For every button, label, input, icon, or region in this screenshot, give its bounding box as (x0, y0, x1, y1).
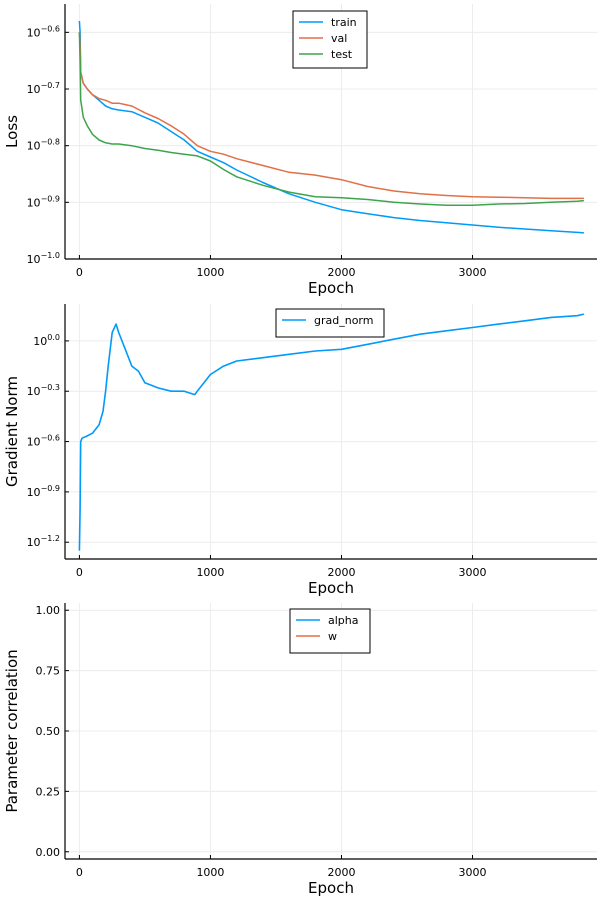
x-tick-label: 3000 (459, 866, 487, 879)
legend-label-test: test (331, 48, 353, 61)
y-axis-label: Parameter correlation (3, 649, 21, 812)
y-tick-label: 10−0.6 (27, 24, 60, 39)
x-axis-label: Epoch (308, 279, 354, 297)
chart-panel-3: 0 1000 2000 3000 0.00 0.25 0.50 0.75 1.00 Epoch Pa… (3, 603, 597, 897)
y-axis-label: Loss (3, 115, 21, 148)
x-tick-label: 1000 (196, 266, 224, 279)
series-line-grad_norm (78, 313, 585, 551)
y-axis-label: Gradient Norm (3, 376, 21, 487)
y-tick-label: 0.75 (36, 665, 61, 678)
legend: train val test (292, 10, 368, 69)
y-tick-label: 0.50 (36, 725, 61, 738)
x-tick-label: 0 (76, 266, 83, 279)
x-axis-label: Epoch (308, 579, 354, 597)
y-tick-label: 1.00 (36, 604, 61, 617)
legend-box (289, 608, 371, 654)
gridlines (65, 304, 597, 559)
x-tick-label: 2000 (327, 266, 355, 279)
y-tick-label: 10−0.9 (27, 484, 60, 499)
y-tick-label: 100.0 (33, 333, 60, 348)
chart-panel-2: 0 1000 2000 3000 10−1.2 10−0.9 10−0.6 10−0.3 100… (3, 304, 597, 597)
x-tick-label: 0 (76, 566, 83, 579)
y-tick-label: 0.25 (36, 785, 61, 798)
x-axis-label: Epoch (308, 879, 354, 897)
x-tick-label: 2000 (327, 866, 355, 879)
legend: alpha w (289, 608, 371, 654)
y-tick-label: 10−1.2 (27, 534, 60, 549)
y-tick-label: 10−1.0 (27, 251, 60, 266)
x-tick-label: 1000 (196, 866, 224, 879)
legend-label-alpha: alpha (328, 614, 359, 627)
y-tick-label: 10−0.7 (27, 81, 60, 96)
y-tick-label: 10−0.6 (27, 434, 60, 449)
y-tick-label: 10−0.3 (27, 383, 60, 398)
legend-label-grad_norm: grad_norm (314, 314, 373, 327)
y-tick-label: 10−0.9 (27, 194, 60, 209)
legend: grad_norm (275, 308, 385, 338)
legend-label-w: w (328, 630, 337, 643)
legend-box (292, 10, 368, 69)
y-tick-label: 0.00 (36, 846, 61, 859)
x-tick-label: 2000 (327, 566, 355, 579)
x-tick-label: 0 (76, 866, 83, 879)
legend-box (275, 308, 385, 338)
chart-panel-1: 0 1000 2000 3000 10−1.0 10−0.9 10−0.8 10−0.7 10−… (3, 4, 597, 297)
x-tick-label: 3000 (459, 566, 487, 579)
y-tick-label: 10−0.8 (27, 138, 60, 153)
x-tick-label: 1000 (196, 566, 224, 579)
x-tick-label: 3000 (459, 266, 487, 279)
legend-label-train: train (331, 16, 357, 29)
series-line-test (78, 32, 584, 206)
legend-label-val: val (331, 32, 347, 45)
series-line-val (78, 32, 584, 200)
